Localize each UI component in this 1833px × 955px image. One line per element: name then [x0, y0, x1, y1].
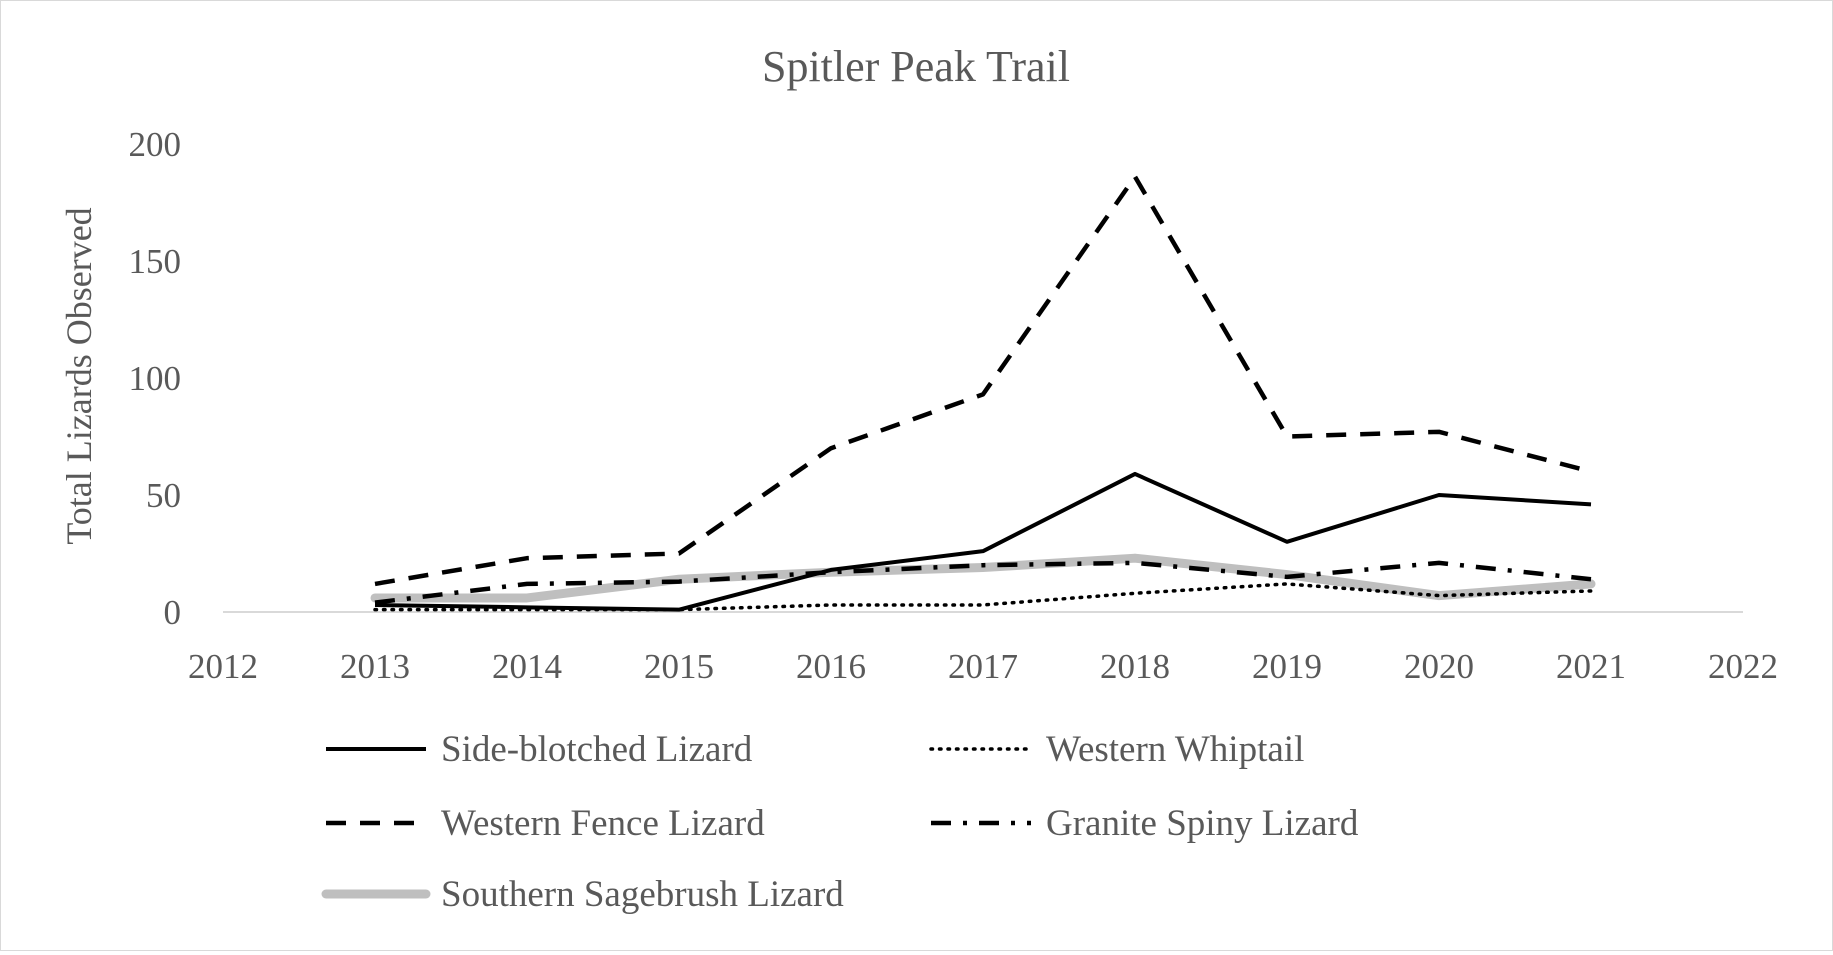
y-tick-label: 0 [164, 593, 182, 632]
x-tick-label: 2018 [1100, 647, 1170, 686]
series-line-southern-sagebrush-lizard [370, 553, 1596, 603]
x-tick-label: 2022 [1708, 647, 1778, 686]
x-tick-label: 2019 [1252, 647, 1322, 686]
series-line-side-blotched-lizard [374, 471, 1592, 612]
legend-label: Western Whiptail [1046, 729, 1304, 770]
legend-label: Side-blotched Lizard [441, 729, 753, 770]
legend-label: Granite Spiny Lizard [1046, 803, 1359, 844]
y-tick-label: 50 [146, 476, 181, 515]
y-tick-label: 100 [129, 359, 182, 398]
x-tick-label: 2020 [1404, 647, 1474, 686]
x-tick-label: 2014 [492, 647, 562, 686]
x-tick-label: 2012 [188, 647, 258, 686]
x-tick-label: 2013 [340, 647, 410, 686]
chart-title: Spitler Peak Trail [762, 42, 1070, 91]
y-axis-label: Total Lizards Observed [59, 207, 99, 544]
legend-label: Western Fence Lizard [441, 803, 765, 844]
x-tick-label: 2016 [796, 647, 866, 686]
x-tick-label: 2021 [1556, 647, 1626, 686]
y-tick-label: 150 [129, 242, 182, 281]
y-tick-label: 200 [129, 125, 182, 164]
series-line-granite-spiny-lizard [374, 560, 1592, 605]
legend-label: Southern Sagebrush Lizard [441, 874, 844, 915]
x-tick-label: 2015 [644, 647, 714, 686]
x-tick-label: 2017 [948, 647, 1018, 686]
series-line-western-fence-lizard [374, 174, 1592, 587]
